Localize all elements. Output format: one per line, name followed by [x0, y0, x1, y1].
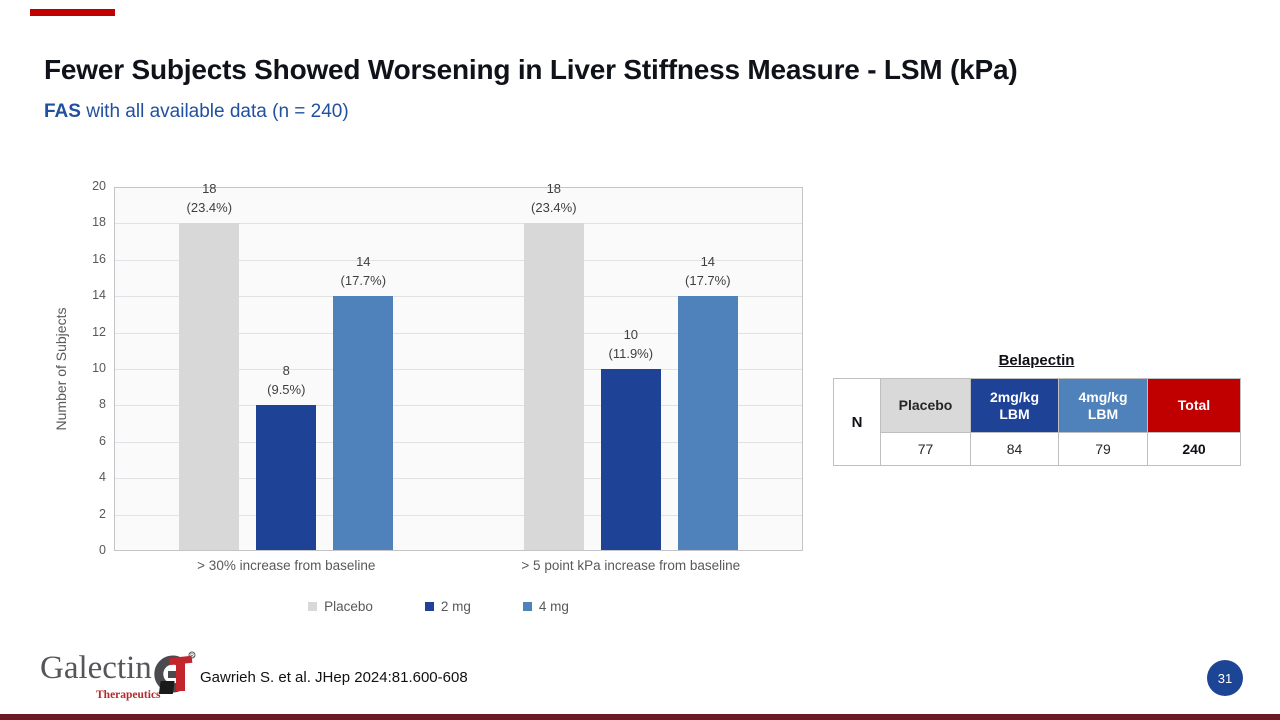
bar-4-mg [677, 296, 738, 550]
y-axis-tick-label: 10 [92, 361, 106, 375]
table-column-header: 4mg/kg LBM [1058, 378, 1148, 433]
top-accent-bar [30, 9, 115, 16]
legend-swatch-icon [522, 602, 532, 611]
table-column-header: 2mg/kg LBM [970, 378, 1059, 433]
bottom-accent-strip [0, 714, 1280, 720]
x-category-label: > 5 point kPa increase from baseline [521, 558, 741, 573]
legend-label: 4 mg [538, 599, 569, 614]
table-column-header: Placebo [880, 378, 971, 433]
bar-value-label: 14 (17.7%) [685, 254, 731, 289]
gridline [115, 296, 802, 298]
table-column-header: Total [1147, 378, 1241, 433]
page-number-badge: 31 [1207, 660, 1243, 696]
gridline [115, 405, 802, 407]
bar-value-label: 14 (17.7%) [340, 254, 387, 289]
legend-item: Placebo [308, 599, 373, 614]
chart-legend: Placebo 2 mg 4 mg [94, 599, 783, 614]
galectin-gt-logo-icon: R [154, 651, 196, 694]
gridline [115, 369, 802, 370]
y-axis-tick-label: 16 [92, 251, 106, 266]
y-axis-tick-label: 2 [99, 506, 106, 521]
table-value-cell: 240 [1147, 432, 1241, 466]
citation-text: Gawrieh S. et al. JHep 2024:81.600-608 [200, 669, 468, 686]
gridline [115, 332, 802, 334]
gridline [115, 259, 802, 261]
slide-title: Fewer Subjects Showed Worsening in Liver… [44, 54, 1018, 85]
bar-value-label: 18 (23.4%) [186, 181, 233, 216]
n-table: N Placebo 2mg/kg LBM 4mg/kg LBM Total 77 84 79 240 [833, 378, 1241, 466]
table-group-header: Belapectin [998, 352, 1075, 369]
y-axis-tick-label: 6 [99, 433, 106, 448]
legend-swatch-icon [308, 602, 318, 611]
logo-subtext: Therapeutics [96, 689, 161, 701]
bar-value-label: 8 (9.5%) [267, 363, 306, 398]
legend-item: 2 mg [424, 599, 471, 614]
y-axis-tick-label: 12 [92, 324, 106, 339]
gridline [115, 514, 802, 516]
bar-placebo [523, 223, 584, 550]
subtitle-emphasis: FAS [44, 101, 81, 122]
y-axis-tick-label: 0 [99, 543, 106, 557]
subtitle-text: with all available data (n = 240) [80, 101, 349, 122]
bar-placebo [179, 223, 240, 550]
n-table-block: Belapectin N Placebo 2mg/kg LBM 4mg/kg LBM Tot… [833, 352, 1241, 466]
bar-2-mg [600, 369, 661, 550]
table-value-cell: 77 [880, 432, 971, 466]
bar-2-mg [256, 405, 317, 550]
legend-swatch-icon [424, 602, 434, 611]
bar-value-label: 18 (23.4%) [531, 181, 577, 216]
gridline [115, 441, 802, 443]
legend-label: Placebo [324, 599, 373, 614]
y-axis-tick-label: 14 [92, 288, 106, 303]
logo-wordmark: Galectin [40, 650, 152, 686]
svg-text:R: R [190, 653, 194, 659]
table-corner-label: N [833, 378, 881, 466]
gridline [115, 478, 802, 480]
y-axis-title: Number of Subjects [53, 307, 69, 431]
gridline [115, 223, 802, 225]
bar-4-mg [333, 296, 394, 550]
x-category-label: > 30% increase from baseline [197, 558, 376, 573]
table-value-cell: 84 [970, 432, 1059, 466]
bar-value-label: 10 (11.9%) [608, 327, 654, 361]
legend-item: 4 mg [522, 599, 569, 614]
y-axis-tick-label: 18 [92, 215, 106, 230]
legend-label: 2 mg [440, 599, 471, 614]
y-axis-tick-label: 20 [92, 179, 106, 193]
slide-subtitle: FAS with all available data (n = 240) [44, 101, 349, 123]
y-axis-tick-label: 4 [99, 470, 106, 485]
page-number: 31 [1217, 670, 1233, 686]
y-axis-tick-label: 8 [99, 397, 106, 412]
table-value-cell: 79 [1058, 432, 1148, 466]
